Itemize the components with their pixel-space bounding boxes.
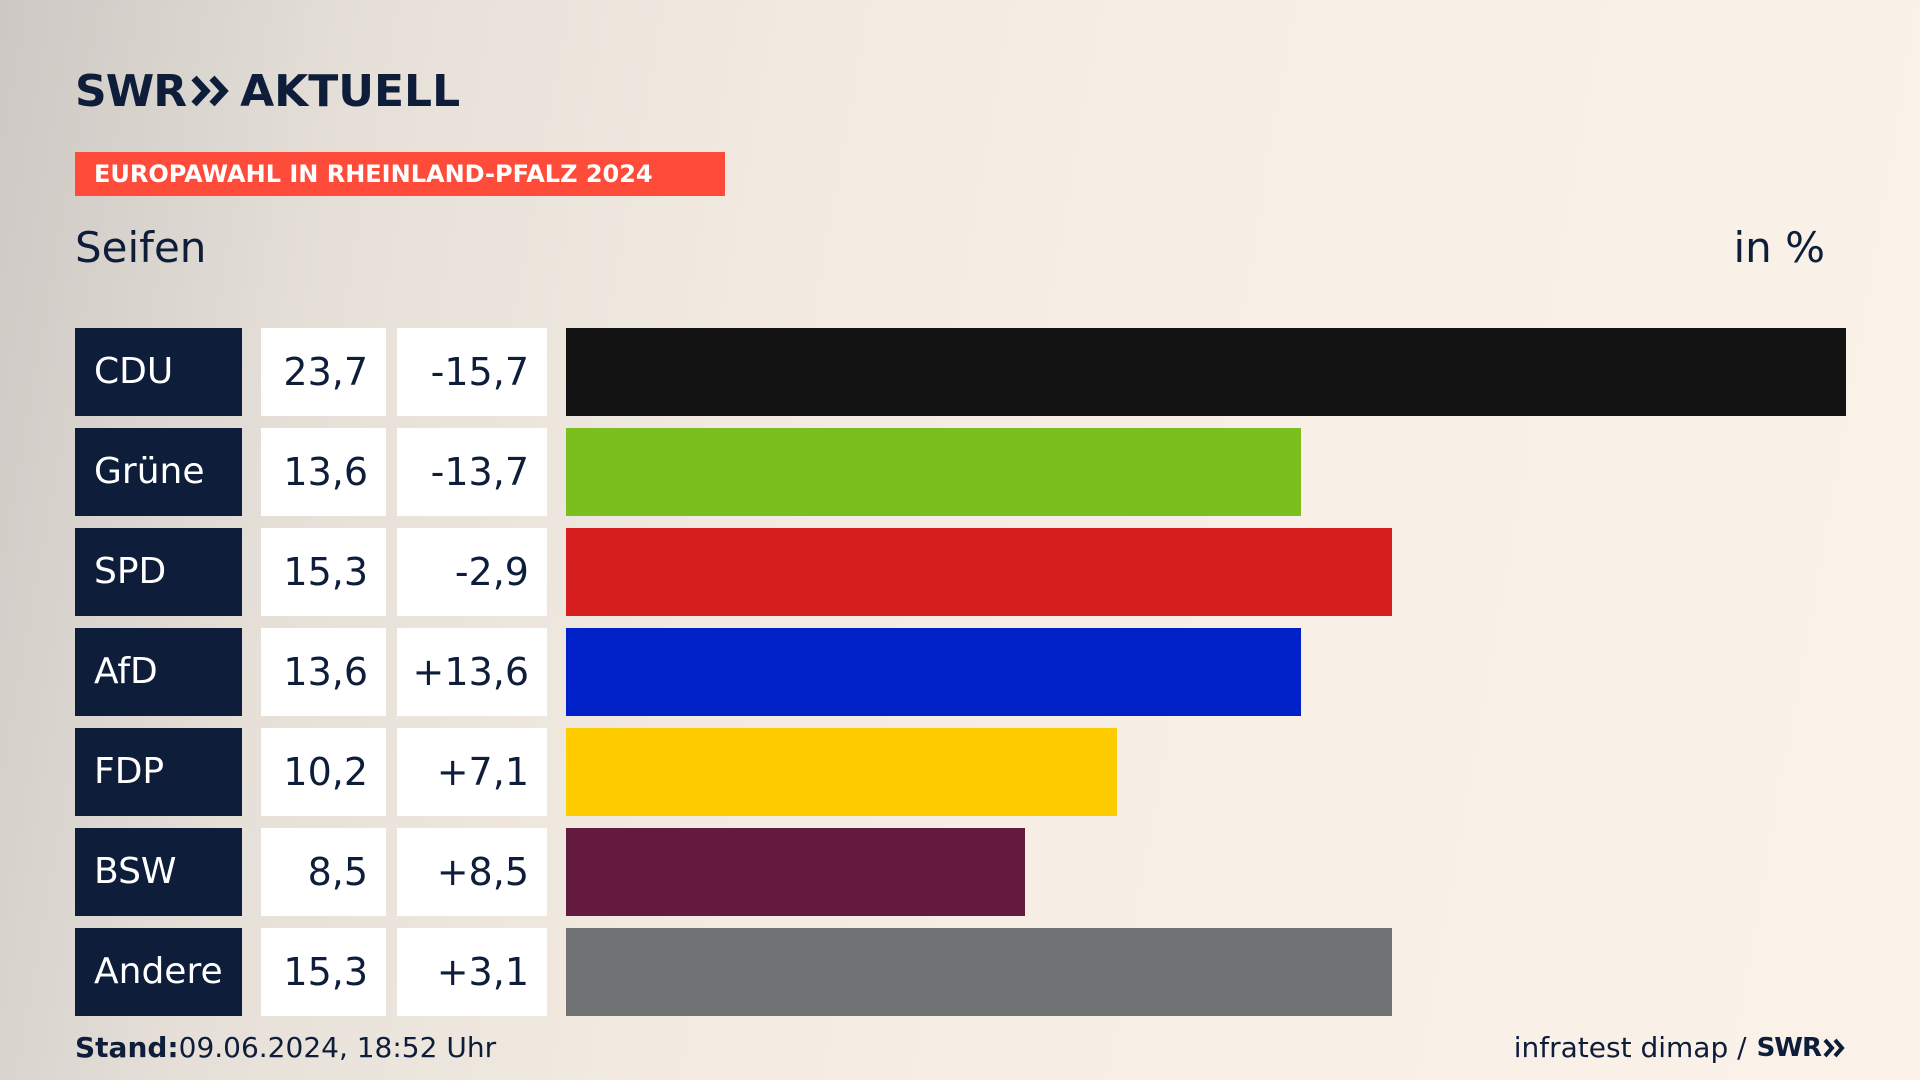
vote-share-label: 23,7 (261, 328, 386, 416)
vote-change-label: +7,1 (397, 728, 547, 816)
timestamp: Stand:09.06.2024, 18:52 Uhr (75, 1030, 496, 1066)
election-banner: EUROPAWAHL IN RHEINLAND-PFALZ 2024 (75, 152, 725, 196)
double-chevron-icon (1823, 1038, 1845, 1058)
bar-bsw (566, 828, 1025, 916)
party-label: CDU (75, 328, 242, 416)
source-text: infratest dimap / (1513, 1031, 1747, 1064)
party-label: Andere (75, 928, 242, 1016)
source-brand: SWR (1756, 1033, 1822, 1063)
stand-label: Stand: (75, 1031, 179, 1064)
vote-share-label: 8,5 (261, 828, 386, 916)
swr-aktuell-logo: SWR AKTUELL (75, 65, 461, 117)
party-label: FDP (75, 728, 242, 816)
vote-change-label: -15,7 (397, 328, 547, 416)
vote-change-label: +3,1 (397, 928, 547, 1016)
vote-share-label: 13,6 (261, 628, 386, 716)
vote-change-label: +13,6 (397, 628, 547, 716)
party-label: SPD (75, 528, 242, 616)
bar-cdu (566, 328, 1846, 416)
bar-afd (566, 628, 1301, 716)
vote-change-label: -2,9 (397, 528, 547, 616)
vote-share-label: 15,3 (261, 928, 386, 1016)
double-chevron-icon (191, 75, 229, 107)
bar-gr-ne (566, 428, 1301, 516)
location-title: Seifen (75, 223, 207, 272)
logo-swr-text: SWR (75, 65, 187, 117)
vote-share-label: 15,3 (261, 528, 386, 616)
source-credit: infratest dimap / SWR (1514, 1030, 1845, 1066)
vote-share-label: 13,6 (261, 428, 386, 516)
logo-aktuell-text: AKTUELL (240, 65, 461, 117)
party-label: AfD (75, 628, 242, 716)
vote-change-label: +8,5 (397, 828, 547, 916)
party-label: BSW (75, 828, 242, 916)
bar-fdp (566, 728, 1117, 816)
party-label: Grüne (75, 428, 242, 516)
unit-label: in % (1733, 223, 1825, 272)
vote-share-label: 10,2 (261, 728, 386, 816)
stand-value: 09.06.2024, 18:52 Uhr (178, 1031, 497, 1064)
bar-andere (566, 928, 1392, 1016)
bar-spd (566, 528, 1392, 616)
vote-change-label: -13,7 (397, 428, 547, 516)
